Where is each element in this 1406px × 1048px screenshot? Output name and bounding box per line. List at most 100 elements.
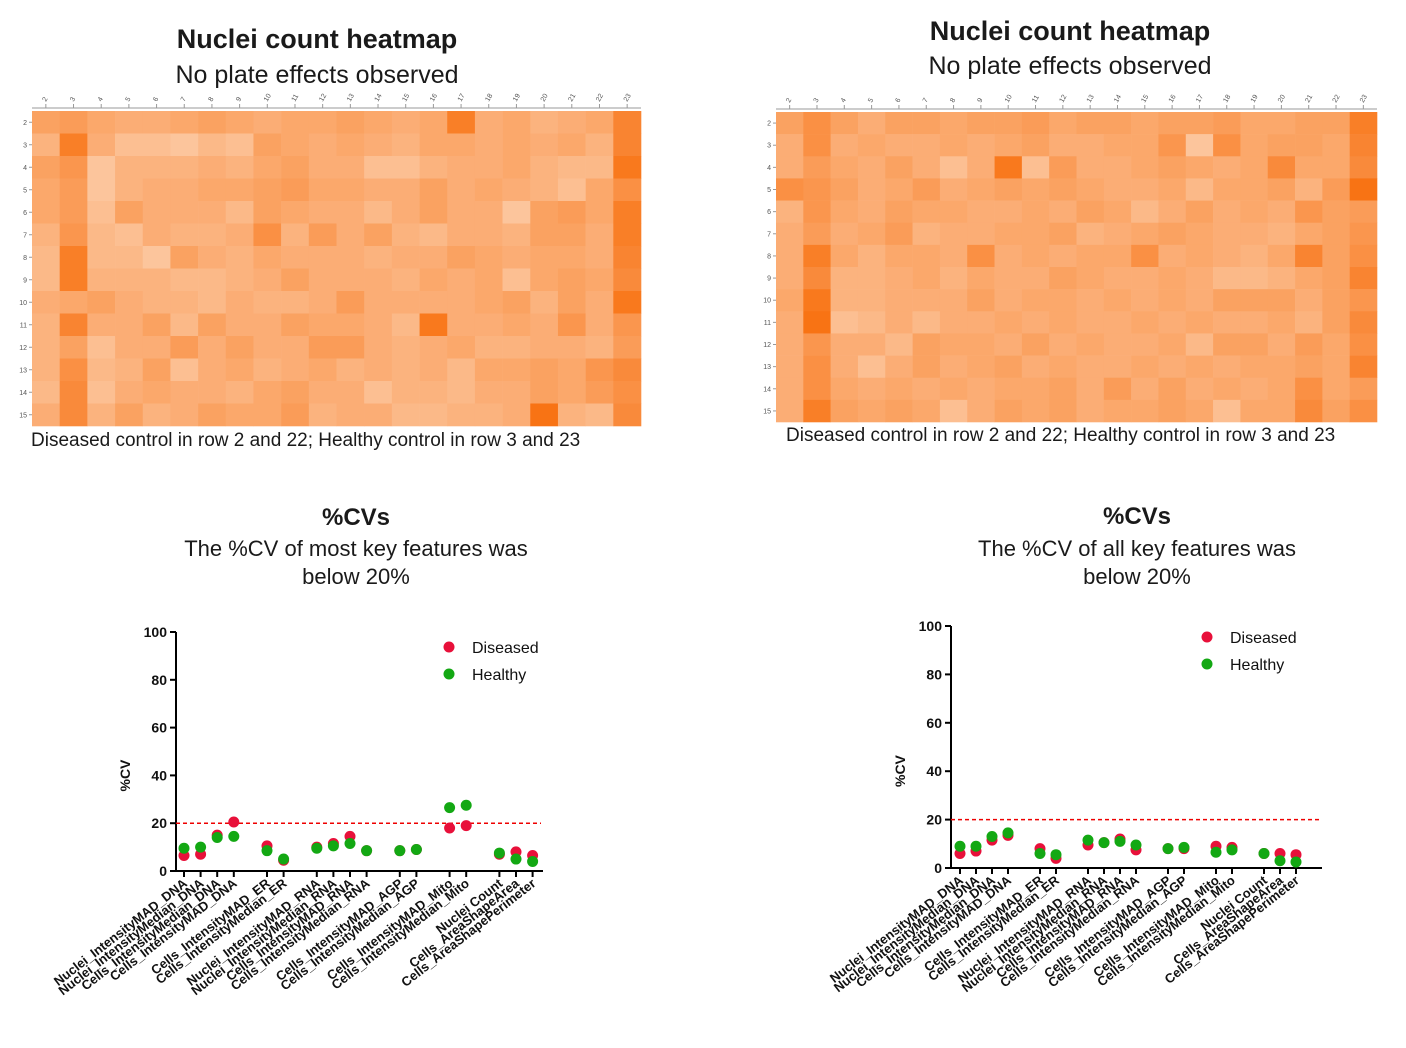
heatmap-cell: [364, 403, 393, 427]
heatmap-cell: [994, 267, 1023, 290]
heatmap-cell: [1049, 311, 1077, 334]
heatmap-cell: [530, 336, 559, 359]
heatmap-cell: [776, 222, 804, 246]
heatmap-cell: [447, 156, 476, 179]
data-point-healthy: [1290, 856, 1302, 868]
heatmap-cell: [1295, 289, 1323, 312]
heatmap-cell: [502, 313, 531, 337]
heatmap-cell: [281, 246, 310, 269]
heatmap-cell: [115, 268, 144, 292]
heatmap-col-label: 13: [1086, 94, 1096, 104]
cv-1-subtitle-line-1: The %CV of most key features was: [184, 536, 528, 561]
data-point-healthy: [1210, 846, 1222, 858]
heatmap-cell: [830, 134, 859, 157]
heatmap-cell: [1267, 134, 1296, 157]
heatmap-cell: [557, 268, 586, 292]
y-tick-label: 60: [926, 715, 942, 731]
heatmap-cell: [336, 268, 365, 292]
heatmap-cell: [502, 358, 531, 382]
heatmap-cell: [1267, 311, 1296, 334]
heatmap-cell: [32, 178, 60, 202]
heatmap-cell: [939, 311, 968, 334]
heatmap-cell: [1240, 377, 1269, 401]
heatmap-cell: [281, 313, 310, 337]
heatmap-cell: [419, 381, 448, 404]
heatmap-cell: [170, 246, 199, 269]
heatmap-row-label: 2: [767, 121, 771, 128]
heatmap-cell: [364, 268, 393, 292]
heatmap-cell: [198, 246, 227, 269]
heatmap-cell: [613, 178, 642, 202]
heatmap-cell: [613, 403, 642, 427]
heatmap-cell: [830, 311, 859, 334]
heatmap-cell: [557, 291, 586, 314]
legend-marker-diseased: [443, 641, 455, 653]
heatmap-cell: [912, 222, 941, 246]
heatmap-cell: [1049, 289, 1077, 312]
heatmap-cell: [1103, 178, 1132, 201]
heatmap-cell: [447, 268, 476, 292]
heatmap-cell: [308, 381, 337, 404]
heatmap-cell: [1349, 156, 1378, 179]
data-point-healthy: [1258, 847, 1270, 859]
heatmap-cell: [776, 267, 804, 290]
heatmap-cell: [776, 377, 804, 401]
heatmap-cell: [967, 156, 995, 179]
heatmap-cell: [967, 311, 995, 334]
heatmap-cell: [281, 133, 310, 157]
heatmap-cell: [557, 336, 586, 359]
heatmap-cell: [1158, 156, 1187, 179]
heatmap-cell: [585, 381, 614, 404]
heatmap-col-label: 23: [1359, 94, 1369, 104]
heatmap-cell: [419, 133, 448, 157]
heatmap-cell: [1185, 222, 1214, 246]
heatmap-cell: [1049, 377, 1077, 401]
heatmap-cell: [885, 222, 913, 246]
heatmap-cell: [803, 200, 831, 224]
heatmap-cell: [776, 355, 804, 379]
heatmap-cell: [830, 222, 859, 246]
heatmap-row-label: 12: [763, 342, 771, 349]
heatmap-cell: [142, 336, 171, 359]
heatmap-cell: [1021, 134, 1050, 157]
heatmap-2: 2 3 4 5 6 7 8 9 10 11 12 13 14 15 16 17 18 19 20 21 22 232345…: [763, 94, 1378, 423]
heatmap-cell: [1185, 178, 1214, 201]
heatmap-cell: [87, 336, 116, 359]
heatmap-cell: [830, 333, 859, 356]
heatmap-cell: [885, 200, 913, 224]
heatmap-cell: [939, 200, 968, 224]
heatmap-cell: [281, 223, 310, 247]
heatmap-cell: [1349, 200, 1378, 224]
heatmap-cell: [142, 291, 171, 314]
heatmap-cell: [364, 133, 393, 157]
heatmap-cell: [336, 313, 365, 337]
heatmap-cell: [1267, 178, 1296, 201]
heatmap-cell: [585, 291, 614, 314]
heatmap-cell: [308, 313, 337, 337]
heatmap-cell: [87, 246, 116, 269]
heatmap-cell: [474, 403, 503, 427]
heatmap-cell: [1158, 289, 1187, 312]
heatmap-cell: [912, 267, 941, 290]
heatmap-cell: [1049, 244, 1077, 268]
heatmap-cell: [502, 178, 531, 202]
heatmap-cell: [1049, 178, 1077, 201]
heatmap-cell: [1322, 222, 1350, 246]
heatmap-cell: [1322, 200, 1350, 224]
heatmap-cell: [142, 178, 171, 202]
heatmap-cell: [613, 313, 642, 337]
heatmap-cell: [364, 358, 393, 382]
heatmap-cell: [912, 134, 941, 157]
heatmap-col-label: 5: [125, 96, 133, 103]
heatmap-cell: [1185, 355, 1214, 379]
heatmap-cell: [613, 156, 642, 179]
x-tick-label: Cells_AreaShapePerimeter: [398, 876, 538, 990]
heatmap-cell: [967, 377, 995, 401]
heatmap-cell: [1349, 267, 1378, 290]
heatmap-cell: [885, 355, 913, 379]
heatmap-cell: [474, 178, 503, 202]
heatmap-cell: [87, 403, 116, 427]
heatmap-cell: [1185, 156, 1214, 179]
legend-label-diseased: Diseased: [1230, 630, 1297, 647]
data-point-healthy: [228, 830, 240, 842]
